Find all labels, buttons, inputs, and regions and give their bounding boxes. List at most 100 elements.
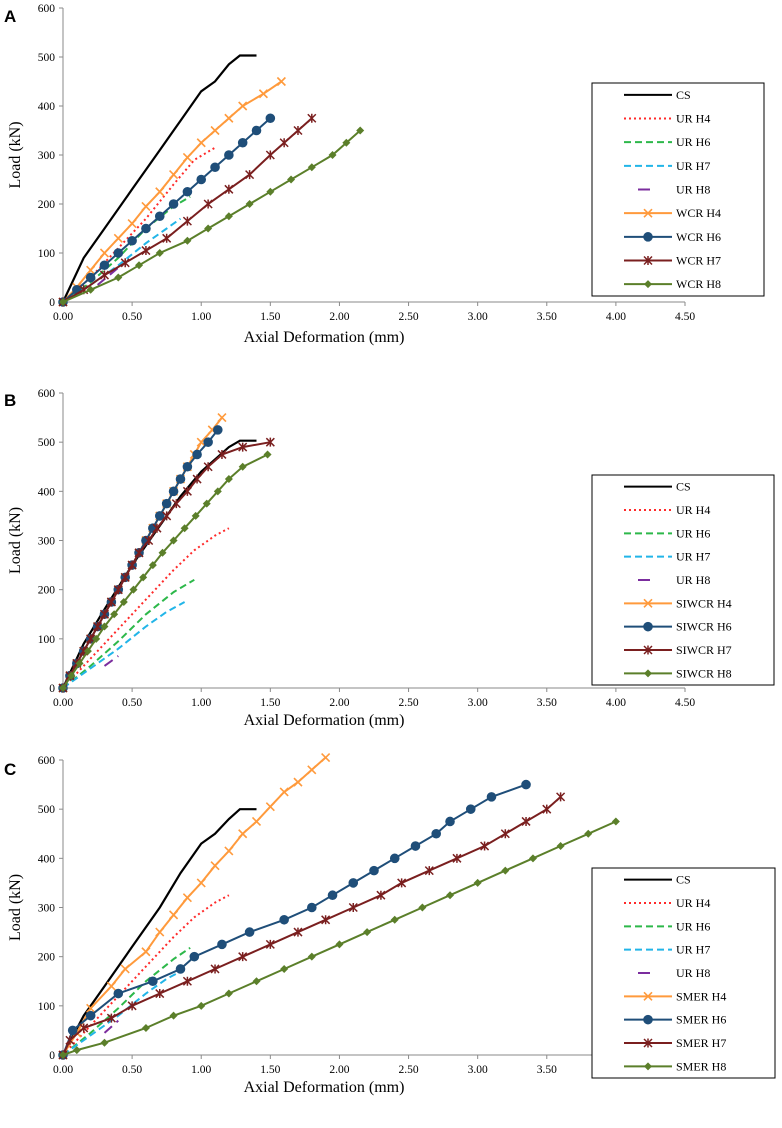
data-point — [356, 126, 365, 135]
data-point — [120, 258, 130, 268]
data-point — [144, 535, 154, 546]
x-tick-label: 0.50 — [122, 311, 142, 323]
x-tick-label: 1.00 — [191, 311, 211, 323]
legend-label: UR H6 — [676, 919, 710, 933]
data-point — [158, 548, 167, 557]
series-ur-h8 — [103, 655, 119, 667]
legend-label: UR H4 — [676, 896, 710, 910]
x-tick-label: 0.00 — [53, 311, 73, 323]
chart-panel-a: A 0.00 0.50 1.00 1.50 2.00 2.50 3.00 3.50 4.00 4.5… — [4, 3, 765, 346]
x-axis-title: Axial Deformation (mm) — [244, 712, 405, 729]
data-point — [113, 233, 123, 243]
series-line — [62, 146, 216, 303]
legend-marker — [643, 645, 653, 655]
legend-label: UR H7 — [676, 943, 710, 957]
data-point — [75, 659, 84, 668]
y-tick-label: 500 — [38, 52, 56, 64]
legend-label: SMER H6 — [676, 1013, 726, 1027]
y-tick-label: 400 — [38, 486, 56, 498]
y-tick-label: 300 — [38, 536, 56, 548]
legend-label: SIWCR H4 — [676, 596, 732, 610]
data-point — [155, 927, 165, 937]
data-point — [307, 113, 317, 123]
data-point — [99, 609, 109, 619]
legend-marker — [643, 621, 653, 632]
data-point — [110, 610, 119, 619]
x-tick-label: 2.50 — [398, 697, 418, 709]
series-line — [62, 808, 257, 1056]
y-tick-label: 100 — [38, 634, 56, 646]
x-axis-title: Axial Deformation (mm) — [244, 329, 405, 346]
data-point — [397, 878, 407, 888]
data-point — [106, 1013, 116, 1023]
y-tick-label: 600 — [38, 388, 56, 400]
data-point — [114, 273, 123, 282]
data-point — [100, 622, 109, 631]
data-point — [245, 170, 255, 180]
data-point — [92, 634, 101, 643]
legend-marker — [643, 1014, 653, 1025]
data-point — [307, 952, 316, 961]
data-point — [183, 236, 192, 245]
data-point — [210, 964, 220, 974]
data-point — [67, 671, 76, 680]
data-point — [135, 261, 144, 270]
data-point — [182, 186, 193, 197]
x-tick-label: 0.00 — [53, 697, 73, 709]
data-point — [217, 449, 227, 459]
series-smer-h8 — [59, 817, 620, 1059]
series-smer-h7 — [58, 792, 566, 1060]
data-point — [196, 437, 206, 447]
x-tick-label: 3.50 — [537, 311, 557, 323]
data-point — [321, 915, 331, 925]
x-tick-label: 0.50 — [122, 697, 142, 709]
x-tick-label: 0.00 — [53, 1064, 73, 1076]
data-point — [238, 462, 247, 471]
x-tick-label: 3.50 — [537, 1064, 557, 1076]
data-point — [182, 976, 192, 986]
legend-label: WCR H7 — [676, 254, 721, 268]
data-point — [224, 475, 233, 484]
data-point — [99, 270, 109, 280]
legend-label: CS — [676, 873, 691, 887]
data-point — [238, 829, 248, 839]
y-tick-label: 500 — [38, 804, 56, 816]
series-smer-h4 — [58, 752, 331, 1060]
y-axis-title: Load (kN) — [7, 121, 24, 188]
y-axis-title: Load (kN) — [7, 507, 24, 574]
data-point — [465, 804, 476, 814]
series-ur-h4 — [62, 894, 230, 1056]
data-point — [182, 893, 192, 903]
series-ur-h6 — [62, 946, 191, 1056]
series-line — [103, 655, 119, 667]
x-tick-label: 1.50 — [260, 697, 280, 709]
data-point — [252, 977, 261, 986]
data-point — [335, 940, 344, 949]
data-point — [148, 561, 157, 570]
data-point — [263, 450, 272, 459]
data-point — [141, 947, 151, 957]
series-siwcr-h7 — [58, 437, 275, 693]
data-point — [369, 865, 379, 876]
y-tick-label: 200 — [38, 199, 56, 211]
data-point — [307, 163, 316, 172]
panel-letter: B — [4, 391, 16, 410]
y-tick-label: 200 — [38, 585, 56, 597]
data-point — [65, 1035, 75, 1045]
data-point — [473, 878, 482, 887]
data-point — [410, 841, 421, 851]
legend-label: UR H4 — [676, 112, 710, 126]
data-point — [83, 647, 92, 656]
series-line — [62, 796, 562, 1056]
data-point — [155, 187, 165, 197]
series-line — [62, 129, 361, 303]
data-point — [113, 248, 124, 258]
legend-label: UR H6 — [676, 526, 710, 540]
y-tick-label: 300 — [38, 150, 56, 162]
data-point — [224, 150, 234, 160]
data-point — [418, 903, 427, 912]
series-ur-h4 — [62, 527, 230, 689]
data-point — [189, 951, 200, 962]
data-point — [162, 511, 172, 521]
x-axis-title: Axial Deformation (mm) — [244, 1079, 405, 1096]
